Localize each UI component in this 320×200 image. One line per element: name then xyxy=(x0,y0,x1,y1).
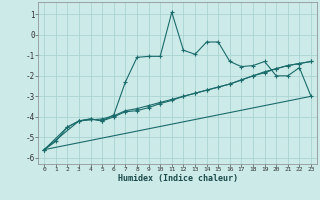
X-axis label: Humidex (Indice chaleur): Humidex (Indice chaleur) xyxy=(118,174,238,183)
